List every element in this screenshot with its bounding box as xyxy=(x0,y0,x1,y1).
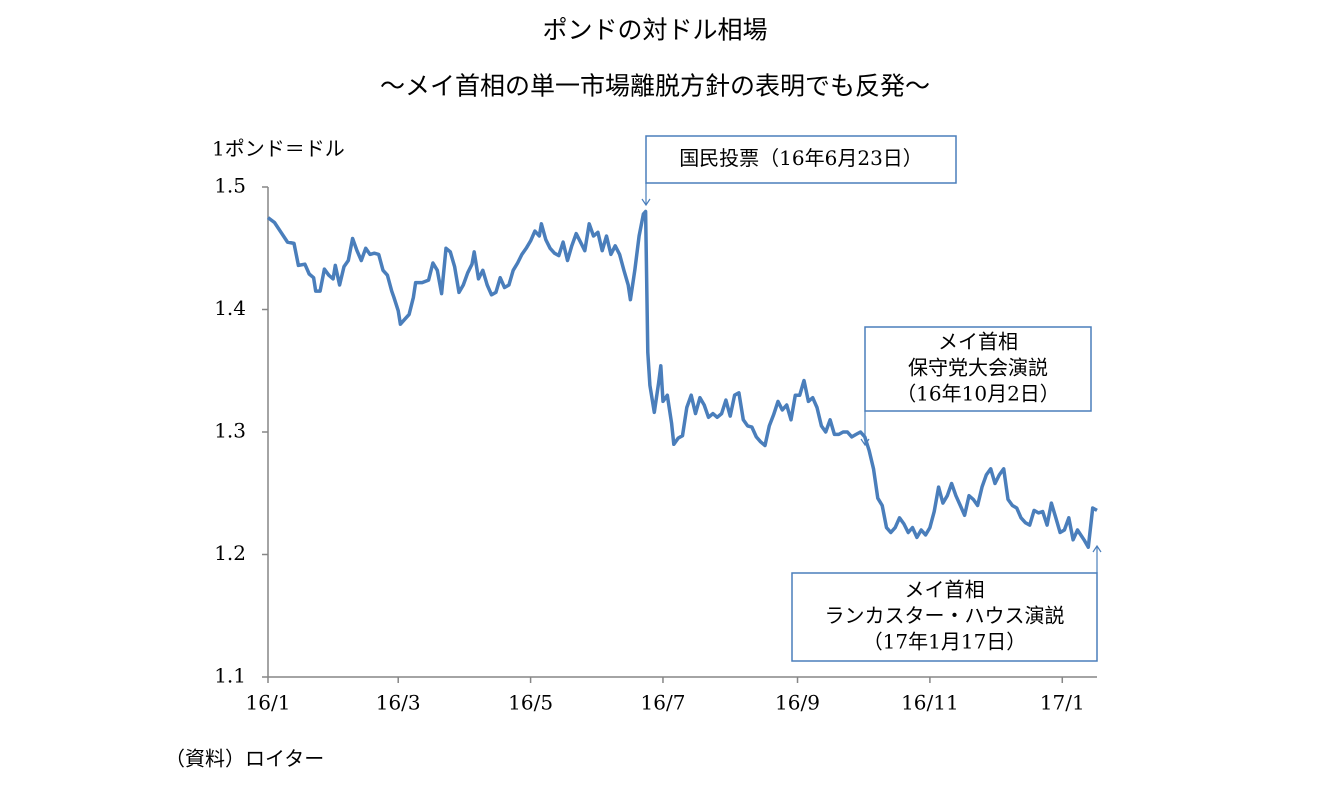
x-tick-label: 17/1 xyxy=(1040,691,1085,715)
annotation-text: 国民投票（16年6月23日） xyxy=(679,146,923,170)
y-tick-label: 1.5 xyxy=(214,174,246,198)
y-tick-label: 1.4 xyxy=(214,296,246,320)
annotation-arrowhead xyxy=(1092,544,1102,553)
y-tick-label: 1.1 xyxy=(214,664,246,688)
x-tick-label: 16/1 xyxy=(246,691,291,715)
y-tick-label: 1.3 xyxy=(214,419,246,443)
x-tick-label: 16/9 xyxy=(775,691,820,715)
y-axis-label: 1ポンド＝ドル xyxy=(212,137,345,161)
annotation-arrowhead xyxy=(860,438,870,447)
source-note: （資料）ロイター xyxy=(165,747,324,771)
chart-title: ポンドの対ドル相場 xyxy=(542,16,767,45)
annotation-text: （16年10月2日） xyxy=(896,382,1060,406)
x-tick-label: 16/3 xyxy=(376,691,421,715)
annotation-box xyxy=(864,326,1092,412)
x-tick-label: 16/5 xyxy=(508,691,553,715)
annotation-text: メイ首相 xyxy=(905,578,985,602)
annotation-box xyxy=(791,572,1098,662)
x-tick-label: 16/7 xyxy=(641,691,686,715)
annotation-box xyxy=(645,135,957,184)
annotation-text: 保守党大会演説 xyxy=(908,356,1048,380)
data-line xyxy=(266,209,1098,549)
y-tick-label: 1.2 xyxy=(214,541,246,565)
annotation-text: メイ首相 xyxy=(938,330,1018,354)
chart-subtitle: ～メイ首相の単一市場離脱方針の表明でも反発～ xyxy=(380,72,930,101)
x-tick-label: 16/11 xyxy=(901,691,959,715)
annotation-text: （17年1月17日） xyxy=(863,630,1027,654)
annotation-arrowhead xyxy=(641,198,651,207)
annotation-text: ランカスター・ハウス演説 xyxy=(825,604,1065,628)
